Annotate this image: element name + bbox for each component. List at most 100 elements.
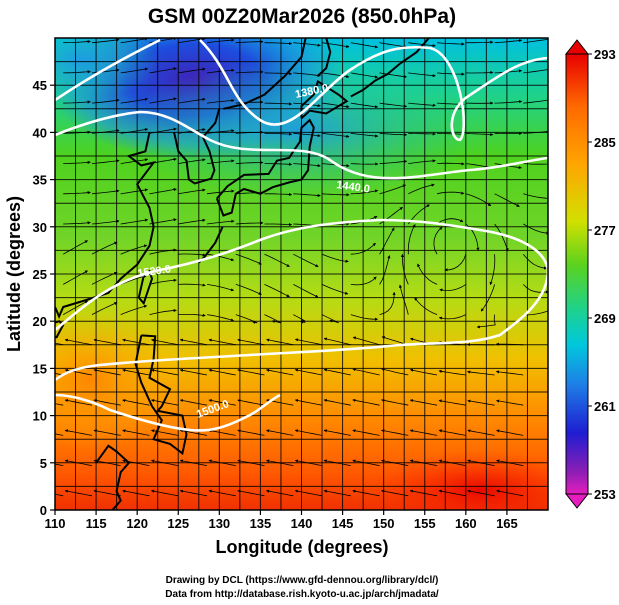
streamline [235, 70, 264, 74]
streamline [122, 398, 150, 406]
streamline [352, 489, 380, 497]
streamline [264, 253, 290, 267]
streamline [93, 459, 121, 466]
streamline [352, 398, 380, 406]
streamline [264, 102, 293, 106]
streamline [149, 97, 177, 104]
streamline [120, 38, 149, 44]
streamline [437, 191, 465, 195]
streamline [409, 459, 438, 466]
streamline [438, 399, 466, 406]
streamline [350, 162, 379, 166]
x-tick-label: 150 [373, 516, 395, 531]
streamline [149, 248, 177, 255]
streamline [120, 127, 149, 134]
streamline [379, 291, 396, 315]
streamline [407, 224, 416, 255]
coastline-segment [95, 444, 131, 510]
credit-dcl: Drawing by DCL (https://www.gfd-dennou.o… [166, 575, 439, 586]
streamline [489, 254, 496, 286]
streamline [465, 132, 494, 137]
streamline [294, 338, 323, 346]
streamline [438, 459, 466, 466]
streamline [496, 489, 524, 497]
streamline [496, 459, 524, 466]
streamline [352, 429, 380, 436]
streamline [293, 42, 321, 47]
streamline [523, 38, 548, 44]
streamline [55, 342, 64, 346]
streamline [495, 342, 524, 346]
streamline [264, 222, 293, 227]
streamline [480, 284, 495, 312]
streamline [120, 97, 149, 104]
streamline [149, 278, 177, 285]
streamline [63, 191, 91, 195]
streamline [496, 429, 524, 436]
streamline [408, 159, 436, 164]
streamline [237, 399, 265, 406]
streamline [293, 132, 321, 138]
streamline [149, 127, 177, 134]
streamline [409, 368, 438, 376]
streamline [235, 314, 258, 324]
streamline [91, 68, 120, 74]
streamline [264, 192, 293, 197]
streamline [381, 398, 409, 406]
streamline [437, 72, 465, 76]
streamline [235, 253, 262, 265]
y-tick-label: 10 [33, 409, 47, 424]
y-tick-label: 35 [33, 173, 47, 188]
streamline [64, 459, 93, 466]
x-tick-label: 140 [291, 516, 313, 531]
streamline [350, 102, 379, 109]
streamline [522, 253, 548, 270]
coastline-segment [223, 38, 307, 110]
streamline [379, 184, 407, 195]
colorbar-ticks: 293 285 277 269 261 253 [588, 47, 616, 502]
map-title: GSM 00Z20Mar2026 (850.0hPa) [148, 5, 456, 28]
streamline [294, 489, 323, 497]
coastline-segment [300, 79, 349, 119]
streamline [400, 253, 409, 285]
y-tick-label: 5 [40, 456, 47, 471]
streamline [63, 39, 91, 44]
colorbar-tick-label: 269 [594, 311, 616, 326]
streamline [55, 463, 64, 466]
streamline [350, 276, 377, 286]
streamline [93, 429, 121, 436]
streamline [63, 100, 91, 104]
x-tick-label: 160 [455, 516, 477, 531]
streamline [264, 284, 290, 298]
cool-air-mass [120, 60, 480, 200]
streamline [379, 42, 407, 49]
streamline [264, 162, 293, 166]
contour-1440 [55, 110, 548, 180]
x-tick-label: 130 [208, 516, 230, 531]
streamline [55, 493, 64, 497]
streamline [178, 283, 206, 287]
streamline [381, 368, 409, 376]
colorbar-top-cap [564, 39, 590, 55]
streamline [150, 368, 179, 376]
coastline-segment [55, 132, 157, 320]
contour-1380 [55, 38, 548, 142]
height-contours [55, 38, 548, 432]
streamline [120, 218, 149, 225]
y-tick-label: 30 [33, 220, 47, 235]
streamline [93, 368, 121, 376]
streamline [63, 221, 91, 225]
streamline [352, 368, 380, 376]
streamline [381, 489, 409, 497]
x-tick-label: 135 [250, 516, 272, 531]
streamline [208, 398, 236, 406]
streamline [494, 193, 520, 207]
streamline [381, 429, 409, 436]
streamline [438, 489, 466, 497]
streamline [465, 70, 494, 75]
streamline [120, 304, 148, 315]
streamline [379, 72, 408, 79]
streamline [91, 302, 118, 315]
x-tick-label: 125 [167, 516, 189, 531]
streamline [523, 284, 548, 294]
